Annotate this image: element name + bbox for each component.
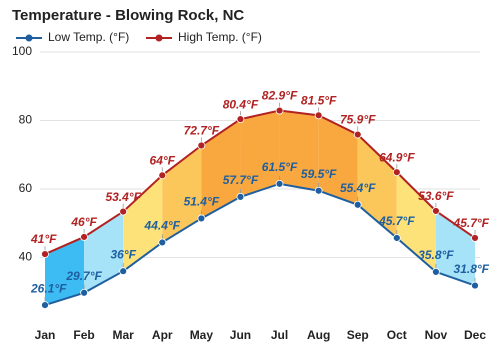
range-band [201, 119, 241, 219]
x-tick-label: Aug [307, 328, 330, 342]
value-label: 53.4°F [105, 190, 141, 204]
point [314, 111, 323, 120]
y-tick-label: 60 [19, 181, 33, 195]
value-label: 61.5°F [262, 160, 298, 174]
y-tick-label: 100 [12, 44, 32, 58]
x-tick-label: May [190, 328, 214, 342]
x-tick-label: Sep [347, 328, 369, 342]
point [275, 106, 284, 115]
point [158, 238, 167, 247]
value-label: 57.7°F [223, 173, 259, 187]
value-label: 45.7°F [453, 216, 490, 230]
value-label: 59.5°F [301, 167, 337, 181]
x-tick-label: Jan [35, 328, 56, 342]
point [432, 267, 440, 276]
point [41, 301, 49, 310]
point [119, 267, 128, 276]
range-band [84, 211, 124, 293]
point [353, 130, 362, 139]
value-label: 45.7°F [378, 214, 415, 228]
point [236, 192, 245, 201]
value-label: 82.9°F [262, 89, 298, 103]
value-label: 44.4°F [144, 219, 181, 233]
chart-title: Temperature - Blowing Rock, NC [12, 7, 244, 24]
point [197, 141, 206, 150]
range-band [162, 145, 202, 243]
x-tick-label: Feb [73, 328, 94, 342]
point [353, 200, 362, 209]
point [197, 214, 206, 223]
value-label: 55.4°F [340, 181, 376, 195]
range-band [279, 110, 319, 191]
point [471, 281, 479, 290]
point [80, 288, 88, 297]
x-tick-label: Jul [271, 328, 288, 342]
x-tick-label: Mar [113, 328, 135, 342]
value-label: 75.9°F [340, 113, 376, 127]
value-label: 46°F [70, 215, 97, 229]
legend-label: Low Temp. (°F) [48, 30, 129, 44]
point [275, 179, 284, 188]
point [392, 168, 401, 177]
value-label: 26.1°F [30, 281, 67, 295]
range-band [240, 110, 280, 197]
y-tick-label: 80 [19, 113, 33, 127]
point [119, 207, 128, 216]
legend-marker [155, 34, 163, 42]
range-band [435, 210, 475, 286]
range-band [396, 172, 436, 272]
point [80, 233, 88, 241]
point [432, 207, 440, 215]
point [471, 234, 479, 242]
value-label: 41°F [30, 232, 57, 246]
y-tick-label: 40 [19, 250, 33, 264]
point [236, 115, 245, 124]
value-label: 64.9°F [379, 150, 415, 164]
value-label: 35.8°F [418, 248, 454, 262]
x-tick-label: Nov [425, 328, 448, 342]
range-band [45, 236, 85, 306]
value-label: 29.7°F [65, 269, 102, 283]
legend-marker [25, 34, 33, 42]
legend-label: High Temp. (°F) [178, 30, 262, 44]
value-label: 53.6°F [418, 189, 454, 203]
x-tick-label: Dec [464, 328, 486, 342]
line [44, 109, 476, 255]
point [314, 186, 323, 195]
point [392, 234, 401, 242]
x-tick-label: Apr [152, 328, 173, 342]
value-label: 36°F [110, 247, 136, 261]
point [41, 250, 49, 258]
value-label: 80.4°F [223, 97, 259, 111]
x-tick-label: Jun [230, 328, 251, 342]
range-band [318, 115, 358, 205]
line [44, 182, 476, 307]
range-band [123, 175, 163, 272]
value-label: 64°F [150, 153, 176, 167]
point [158, 171, 167, 180]
value-label: 31.8°F [454, 262, 490, 276]
x-tick-label: Oct [387, 328, 407, 342]
value-label: 81.5°F [301, 94, 337, 108]
value-label: 51.4°F [184, 195, 220, 209]
value-label: 72.7°F [184, 124, 220, 138]
